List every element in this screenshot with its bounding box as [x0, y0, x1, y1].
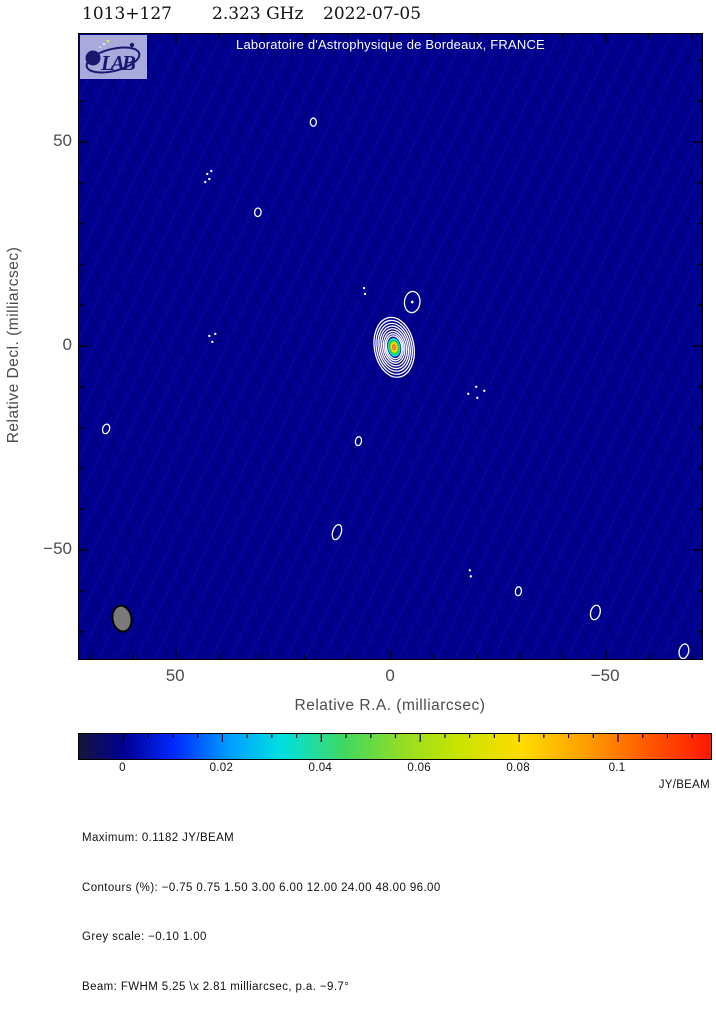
contour-feature: [362, 286, 367, 296]
maximum-line: Maximum: 0.1182 JY/BEAM: [82, 832, 235, 844]
x-tick-label: 50: [165, 666, 185, 685]
x-axis-label: Relative R.A. (milliarcsec): [294, 697, 486, 714]
observation-frequency: 2.323 GHz: [212, 4, 304, 24]
contour-feature: [253, 207, 262, 218]
source-name: 1013+127: [82, 4, 172, 24]
contour-overlay: [79, 34, 702, 659]
contour-feature: [403, 290, 421, 314]
colorbar-tick-label: 0.04: [308, 762, 333, 774]
y-tick-label: 0: [62, 335, 72, 355]
contour-feature: [204, 169, 213, 184]
main-source-contours: [373, 316, 415, 378]
lab-logo-icon: LAB: [80, 35, 147, 79]
contour-feature: [208, 332, 217, 344]
contour-feature: [589, 604, 601, 621]
contour-feature: [354, 436, 363, 447]
x-tick-label: 0: [385, 666, 395, 685]
contours-line: Contours (%): −0.75 0.75 1.50 3.00 6.00 …: [82, 881, 441, 894]
colorbar: [78, 733, 712, 760]
x-tick-label: −50: [590, 666, 620, 685]
contour-feature: [678, 643, 690, 659]
map-info-block: Maximum: 0.1182 JY/BEAM Contours (%): −0…: [82, 797, 441, 1012]
colorbar-tick-label: 0.1: [608, 762, 626, 774]
observation-date: 2022-07-05: [323, 4, 422, 24]
greyscale-line: Grey scale: −0.10 1.00: [82, 931, 207, 943]
sky-map: Laboratoire d'Astrophysique de Bordeaux,…: [78, 33, 703, 660]
colorbar-unit-label: JY/BEAM: [658, 779, 710, 791]
y-tick-label: 50: [53, 131, 72, 151]
colorbar-tick-label: 0.06: [407, 762, 432, 774]
y-tick-label: −50: [43, 539, 72, 559]
lab-logo-text: LAB: [100, 51, 136, 75]
contour-feature: [514, 586, 523, 597]
contour-feature: [467, 385, 486, 399]
colorbar-ticks: [122, 734, 693, 742]
contour-feature: [331, 523, 343, 541]
contour-feature: [101, 423, 111, 435]
colorbar-tick-label: 0.02: [209, 762, 234, 774]
colorbar-tick-label: 0: [119, 762, 126, 774]
contour-feature: [309, 117, 317, 127]
institute-banner: Laboratoire d'Astrophysique de Bordeaux,…: [236, 37, 545, 52]
contour-feature: [468, 569, 473, 578]
beam-line: Beam: FWHM 5.25 \x 2.81 milliarcsec, p.a…: [82, 980, 350, 993]
colorbar-gradient: [79, 734, 711, 759]
page-title: 1013+127 2.323 GHz 2022-07-05: [0, 4, 716, 28]
colorbar-tick-label: 0.08: [506, 762, 530, 774]
beam-ellipse: [111, 604, 133, 633]
